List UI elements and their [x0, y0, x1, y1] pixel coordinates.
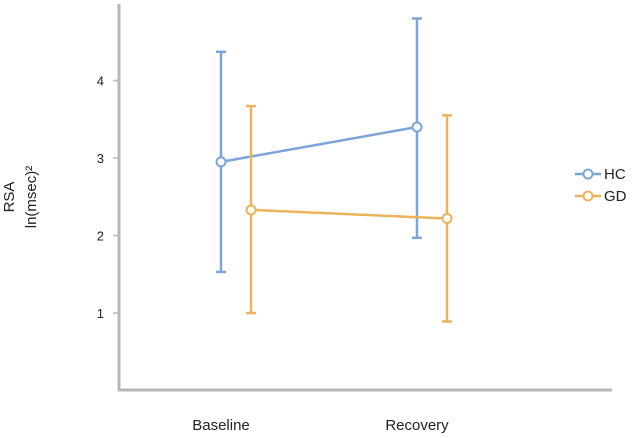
data-point	[411, 121, 423, 133]
legend-swatch-marker	[582, 168, 594, 180]
y-axis-title: RSA ln(msec)²	[1, 166, 40, 229]
legend-item-gd: GD	[575, 188, 627, 205]
data-point	[245, 204, 257, 216]
x-category-labels: Baseline Recovery	[192, 417, 449, 434]
legend: HC GD	[575, 166, 627, 205]
data-point	[215, 156, 227, 168]
y-tick-label: 2	[97, 229, 104, 244]
y-axis-title-line2: ln(msec)²	[23, 166, 40, 229]
y-ticks: 1 2 3 4	[97, 74, 119, 321]
x-category-label: Baseline	[192, 417, 250, 434]
legend-swatch-marker	[582, 190, 594, 202]
series-line	[220, 125, 418, 164]
y-tick-label: 1	[97, 306, 104, 321]
legend-label: HC	[604, 166, 626, 183]
axes	[117, 4, 612, 392]
y-tick-label: 4	[97, 74, 104, 89]
series-gd	[245, 104, 453, 323]
legend-item-hc: HC	[575, 166, 626, 183]
plot-series	[215, 17, 453, 323]
data-point	[441, 212, 453, 224]
y-axis-title-line1: RSA	[1, 182, 18, 213]
series-line	[250, 208, 448, 220]
x-category-label: Recovery	[385, 417, 449, 434]
legend-label: GD	[604, 188, 627, 205]
y-tick-label: 3	[97, 151, 104, 166]
series-hc	[215, 17, 423, 274]
